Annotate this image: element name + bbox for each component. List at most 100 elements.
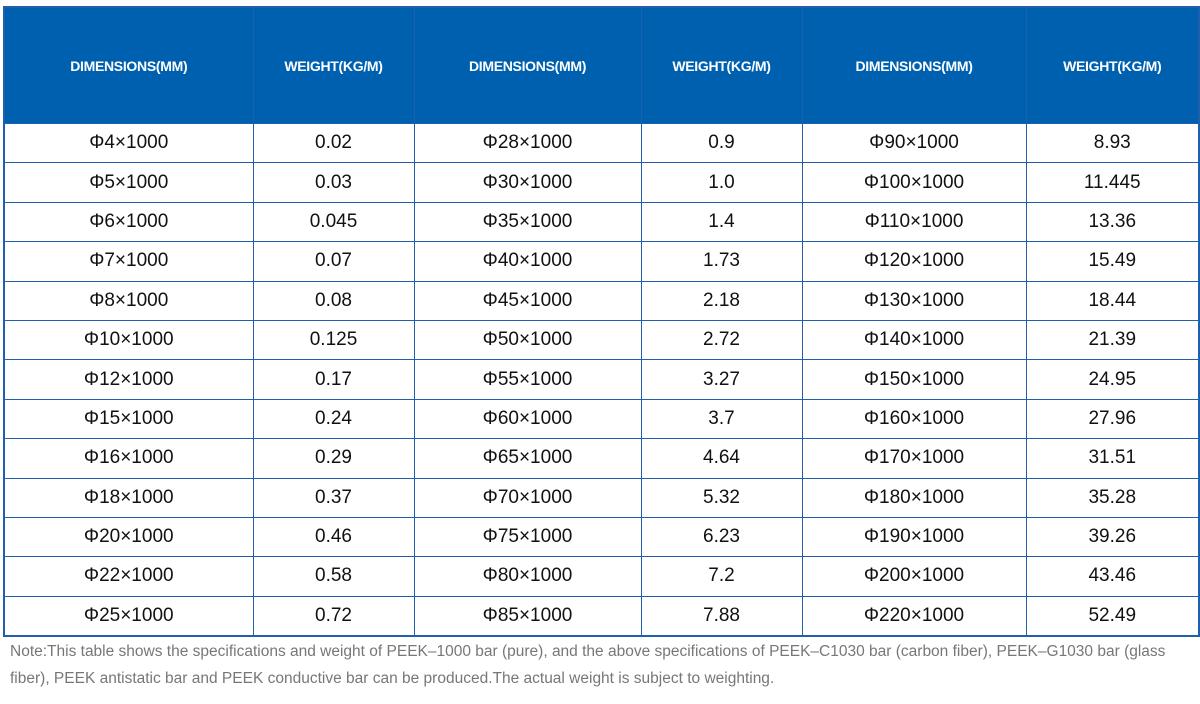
dimension-cell: Φ10×1000 (3, 319, 254, 361)
weight-cell: 5.32 (640, 477, 803, 518)
table-row: Φ18×1000 0.37 Φ70×1000 5.32 Φ180×1000 35.28 (3, 477, 1200, 518)
dimension-cell: Φ65×1000 (413, 438, 642, 479)
weight-cell: 0.29 (252, 438, 415, 479)
weight-cell: 0.03 (252, 162, 415, 203)
dimension-cell: Φ220×1000 (801, 595, 1027, 637)
weight-cell: 13.36 (1025, 201, 1200, 243)
weight-cell: 0.72 (252, 595, 415, 637)
table-row: Φ16×1000 0.29 Φ65×1000 4.64 Φ170×1000 31.51 (3, 438, 1200, 479)
table-row: Φ20×1000 0.46 Φ75×1000 6.23 Φ190×1000 39.26 (3, 516, 1200, 558)
dimension-cell: Φ110×1000 (801, 201, 1027, 243)
dimension-cell: Φ200×1000 (801, 556, 1027, 597)
weight-cell: 3.27 (640, 359, 803, 400)
dimension-cell: Φ90×1000 (801, 122, 1027, 164)
weight-cell: 21.39 (1025, 319, 1200, 361)
dimension-cell: Φ18×1000 (3, 477, 254, 518)
dimension-cell: Φ16×1000 (3, 438, 254, 479)
table-row: Φ5×1000 0.03 Φ30×1000 1.0 Φ100×1000 11.445 (3, 162, 1200, 203)
header-dimensions: DIMENSIONS(MM) (801, 6, 1027, 124)
dimension-cell: Φ140×1000 (801, 319, 1027, 361)
weight-cell: 6.23 (640, 516, 803, 558)
weight-cell: 0.24 (252, 398, 415, 440)
header-weight: WEIGHT(KG/M) (1025, 6, 1200, 124)
table-row: Φ10×1000 0.125 Φ50×1000 2.72 Φ140×1000 21.39 (3, 319, 1200, 361)
weight-cell: 35.28 (1025, 477, 1200, 518)
dimension-cell: Φ25×1000 (3, 595, 254, 637)
dimension-cell: Φ100×1000 (801, 162, 1027, 203)
weight-cell: 0.02 (252, 122, 415, 164)
dimension-cell: Φ130×1000 (801, 280, 1027, 321)
header-row: DIMENSIONS(MM) WEIGHT(KG/M) DIMENSIONS(M… (3, 6, 1200, 124)
dimension-cell: Φ60×1000 (413, 398, 642, 440)
weight-cell: 0.46 (252, 516, 415, 558)
table-note: Note:This table shows the specifications… (10, 643, 1166, 687)
weight-cell: 1.4 (640, 201, 803, 243)
weight-cell: 18.44 (1025, 280, 1200, 321)
dimension-cell: Φ170×1000 (801, 438, 1027, 479)
weight-cell: 24.95 (1025, 359, 1200, 400)
weight-cell: 0.17 (252, 359, 415, 400)
dimension-cell: Φ180×1000 (801, 477, 1027, 518)
dimension-cell: Φ70×1000 (413, 477, 642, 518)
table-row: Φ22×1000 0.58 Φ80×1000 7.2 Φ200×1000 43.46 (3, 556, 1200, 597)
header-dimensions: DIMENSIONS(MM) (413, 6, 642, 124)
dimension-cell: Φ30×1000 (413, 162, 642, 203)
dimension-cell: Φ40×1000 (413, 241, 642, 282)
header-weight: WEIGHT(KG/M) (640, 6, 803, 124)
weight-cell: 4.64 (640, 438, 803, 479)
dimension-cell: Φ85×1000 (413, 595, 642, 637)
dimension-cell: Φ12×1000 (3, 359, 254, 400)
dimension-cell: Φ4×1000 (3, 122, 254, 164)
weight-cell: 43.46 (1025, 556, 1200, 597)
table-row: Φ6×1000 0.045 Φ35×1000 1.4 Φ110×1000 13.36 (3, 201, 1200, 243)
dimension-cell: Φ20×1000 (3, 516, 254, 558)
weight-cell: 7.2 (640, 556, 803, 597)
dimension-cell: Φ55×1000 (413, 359, 642, 400)
weight-cell: 1.73 (640, 241, 803, 282)
weight-cell: 1.0 (640, 162, 803, 203)
dimension-cell: Φ150×1000 (801, 359, 1027, 400)
weight-cell: 8.93 (1025, 122, 1200, 164)
dimension-cell: Φ75×1000 (413, 516, 642, 558)
weight-cell: 2.18 (640, 280, 803, 321)
dimension-cell: Φ190×1000 (801, 516, 1027, 558)
weight-cell: 52.49 (1025, 595, 1200, 637)
table-row: Φ4×1000 0.02 Φ28×1000 0.9 Φ90×1000 8.93 (3, 122, 1200, 164)
weight-cell: 0.08 (252, 280, 415, 321)
table-row: Φ8×1000 0.08 Φ45×1000 2.18 Φ130×1000 18.44 (3, 280, 1200, 321)
table-row: Φ25×1000 0.72 Φ85×1000 7.88 Φ220×1000 52.49 (3, 595, 1200, 637)
dimension-cell: Φ120×1000 (801, 241, 1027, 282)
table-row: Φ7×1000 0.07 Φ40×1000 1.73 Φ120×1000 15.49 (3, 241, 1200, 282)
weight-cell: 7.88 (640, 595, 803, 637)
header-dimensions: DIMENSIONS(MM) (3, 6, 254, 124)
weight-cell: 11.445 (1025, 162, 1200, 203)
weight-cell: 31.51 (1025, 438, 1200, 479)
header-weight: WEIGHT(KG/M) (252, 6, 415, 124)
dimension-cell: Φ22×1000 (3, 556, 254, 597)
weight-cell: 15.49 (1025, 241, 1200, 282)
dimension-cell: Φ8×1000 (3, 280, 254, 321)
dimension-cell: Φ80×1000 (413, 556, 642, 597)
weight-cell: 39.26 (1025, 516, 1200, 558)
dimension-cell: Φ35×1000 (413, 201, 642, 243)
weight-cell: 0.07 (252, 241, 415, 282)
weight-cell: 3.7 (640, 398, 803, 440)
table-row: Φ12×1000 0.17 Φ55×1000 3.27 Φ150×1000 24.95 (3, 359, 1200, 400)
weight-cell: 0.125 (252, 319, 415, 361)
dimension-cell: Φ28×1000 (413, 122, 642, 164)
dimension-cell: Φ45×1000 (413, 280, 642, 321)
weight-cell: 27.96 (1025, 398, 1200, 440)
dimension-cell: Φ160×1000 (801, 398, 1027, 440)
weight-cell: 2.72 (640, 319, 803, 361)
weight-cell: 0.045 (252, 201, 415, 243)
weight-cell: 0.37 (252, 477, 415, 518)
specification-table: DIMENSIONS(MM) WEIGHT(KG/M) DIMENSIONS(M… (3, 6, 1200, 638)
table-body: Φ4×1000 0.02 Φ28×1000 0.9 Φ90×1000 8.93 Φ5×100… (3, 122, 1200, 637)
weight-cell: 0.58 (252, 556, 415, 597)
weight-cell: 0.9 (640, 122, 803, 164)
dimension-cell: Φ7×1000 (3, 241, 254, 282)
dimension-cell: Φ15×1000 (3, 398, 254, 440)
table-row: Φ15×1000 0.24 Φ60×1000 3.7 Φ160×1000 27.96 (3, 398, 1200, 440)
dimension-cell: Φ50×1000 (413, 319, 642, 361)
dimension-cell: Φ6×1000 (3, 201, 254, 243)
